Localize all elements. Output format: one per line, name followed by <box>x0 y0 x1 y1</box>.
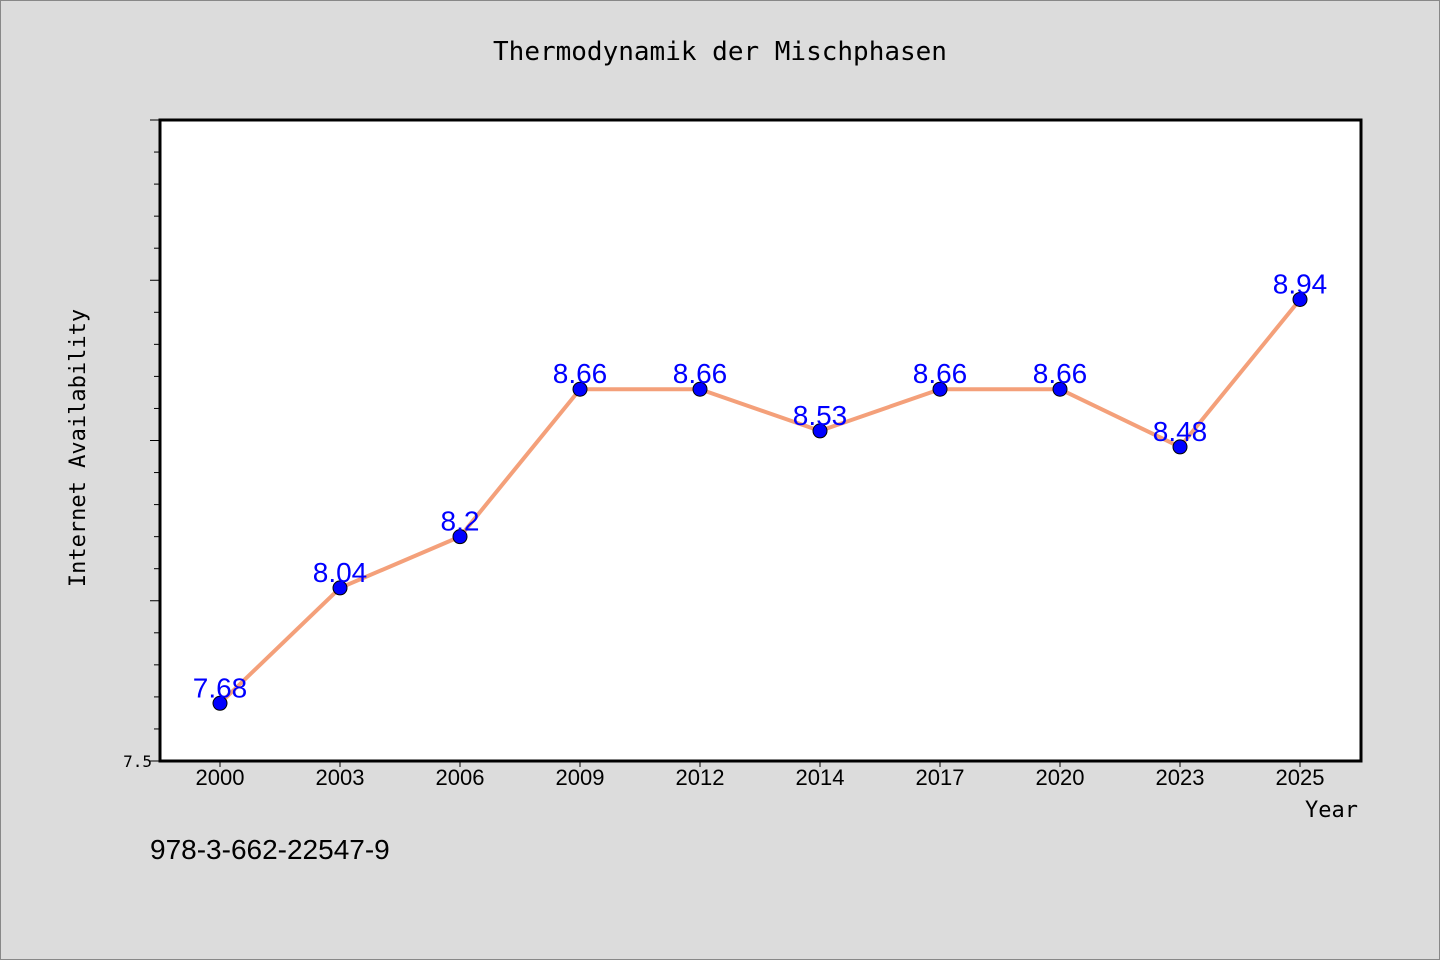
data-label: 8.48 <box>1153 416 1208 447</box>
x-tick-label: 2003 <box>316 765 365 790</box>
x-tick-label: 2009 <box>556 765 605 790</box>
data-label: 8.53 <box>793 400 848 431</box>
x-tick-label: 2014 <box>796 765 845 790</box>
data-label: 8.66 <box>913 358 968 389</box>
data-point <box>692 381 708 397</box>
data-point <box>572 381 588 397</box>
data-point <box>212 695 228 711</box>
data-label: 8.94 <box>1273 268 1328 299</box>
isbn-code: 978-3-662-22547-9 <box>150 834 390 865</box>
data-label: 8.66 <box>553 358 608 389</box>
x-tick-label: 2006 <box>436 765 485 790</box>
series-line <box>218 298 1302 705</box>
data-point <box>452 529 468 545</box>
data-point <box>1052 381 1068 397</box>
chart-title: Thermodynamik der Mischphasen <box>493 37 947 67</box>
x-tick-label: 2012 <box>676 765 725 790</box>
y-tick-label: 7.5 <box>123 752 152 771</box>
x-axis-label: Year <box>1305 798 1358 823</box>
data-point <box>812 423 828 439</box>
plot-area <box>158 118 1363 763</box>
data-point <box>932 381 948 397</box>
data-point <box>1172 439 1188 455</box>
data-point <box>1292 291 1308 307</box>
x-axis-ticks: 2000 2003 2006 2009 2012 2014 2017 2020 2023 2025 <box>196 761 1325 790</box>
data-label: 8.66 <box>1033 358 1088 389</box>
data-label: 8.04 <box>313 557 368 588</box>
data-point <box>332 580 348 596</box>
y-axis-ticks: 7.5 <box>123 119 160 771</box>
data-label: 7.68 <box>193 672 248 703</box>
x-tick-label: 2000 <box>196 765 245 790</box>
x-tick-label: 2025 <box>1276 765 1325 790</box>
y-axis-label: Internet Availability <box>66 309 91 587</box>
data-label: 8.2 <box>441 506 480 537</box>
x-tick-label: 2023 <box>1156 765 1205 790</box>
x-tick-label: 2020 <box>1036 765 1085 790</box>
series-group <box>212 291 1308 711</box>
x-tick-label: 2017 <box>916 765 965 790</box>
data-label: 8.66 <box>673 358 728 389</box>
data-labels-group: 7.68 8.04 8.2 8.66 8.66 8.53 8.66 8.66 8.48 8.94 <box>193 268 1328 703</box>
